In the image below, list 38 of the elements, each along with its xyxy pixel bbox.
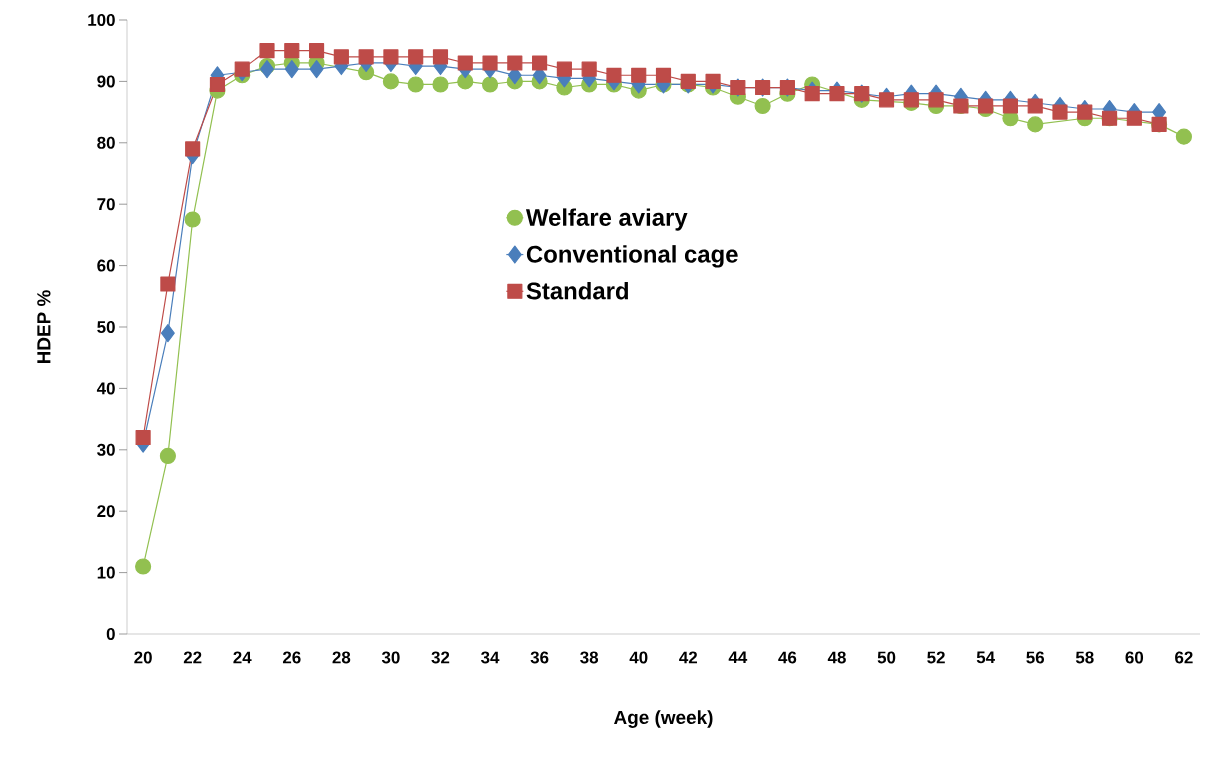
x-tick-label: 34 (481, 651, 500, 664)
x-tick-label: 56 (1026, 651, 1045, 664)
x-tick-label: 26 (282, 651, 301, 664)
x-tick-label: 62 (1175, 651, 1193, 664)
x-tick-label: 24 (233, 651, 252, 664)
legend-label: Conventional cage (526, 245, 738, 268)
y-tick-label: 0 (106, 628, 115, 640)
x-tick-label: 50 (877, 651, 896, 664)
x-tick-label: 46 (778, 651, 797, 664)
y-tick-label: 40 (96, 382, 115, 395)
x-tick-label: 42 (679, 651, 698, 664)
legend-label: Standard (526, 281, 628, 300)
legend-label: Welfare aviary (525, 208, 688, 231)
y-tick-label: 30 (97, 443, 115, 456)
y-tick-label: 10 (97, 566, 115, 579)
y-tick-label: 70 (97, 198, 115, 211)
y-tick-label: 60 (97, 259, 115, 272)
x-tick-label: 48 (827, 651, 846, 664)
x-tick-label: 60 (1125, 651, 1144, 664)
x-tick-label: 58 (1075, 651, 1094, 664)
x-tick-label: 54 (976, 651, 995, 664)
x-tick-label: 40 (629, 651, 648, 664)
y-tick-label: 100 (88, 13, 115, 26)
y-tick-label: 90 (97, 75, 115, 88)
x-tick-label: 30 (381, 651, 400, 664)
y-tick-label: 80 (97, 136, 115, 149)
x-tick-label: 28 (332, 651, 351, 664)
x-axis-title: Age (week) (614, 710, 713, 728)
x-tick-label: 44 (728, 651, 748, 664)
y-axis-title: HDEP % (37, 290, 51, 364)
x-tick-label: 38 (580, 651, 599, 664)
x-tick-label: 36 (530, 651, 549, 664)
x-tick-label: 20 (134, 651, 152, 664)
x-tick-label: 22 (183, 651, 202, 664)
x-tick-label: 32 (431, 651, 450, 664)
y-tick-label: 20 (97, 505, 115, 518)
y-tick-label: 50 (97, 321, 115, 333)
x-tick-label: 52 (927, 651, 945, 664)
